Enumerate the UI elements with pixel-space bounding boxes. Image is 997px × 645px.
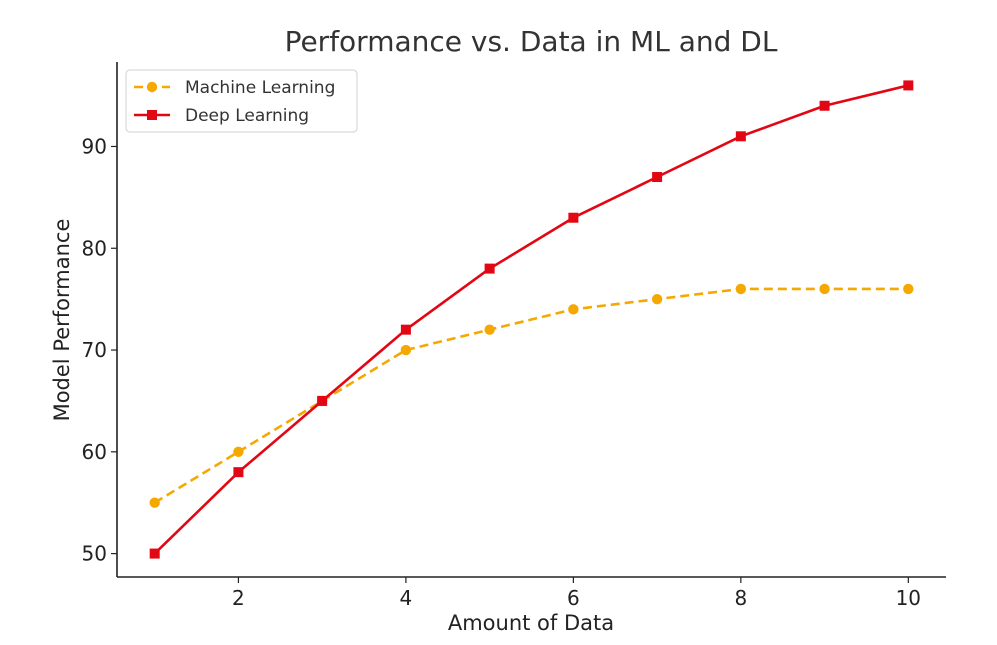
series-line-deep-learning <box>153 84 909 555</box>
chart-title: Performance vs. Data in ML and DL <box>285 25 778 58</box>
data-point-machine-learning <box>735 283 747 295</box>
legend-item-machine-learning: Machine Learning <box>134 78 335 98</box>
data-point-deep-learning <box>400 324 411 335</box>
data-point-machine-learning <box>233 446 244 458</box>
series-deep-learning <box>149 80 914 559</box>
series-machine-learning <box>149 283 914 508</box>
data-point-machine-learning <box>400 344 412 356</box>
data-point-deep-learning <box>903 80 914 91</box>
y-tick-label: 50 <box>82 542 107 566</box>
data-point-machine-learning <box>651 293 663 305</box>
series-layer <box>149 80 914 559</box>
data-point-machine-learning <box>484 324 495 335</box>
data-point-machine-learning <box>819 283 830 295</box>
legend-marker <box>147 110 157 120</box>
legend-marker <box>146 81 158 93</box>
y-axis-label: Model Performance <box>50 219 74 422</box>
data-point-deep-learning <box>484 263 495 274</box>
data-point-deep-learning <box>652 172 663 183</box>
data-point-machine-learning <box>903 283 914 295</box>
series-line-machine-learning <box>154 287 909 504</box>
x-axis-label: Amount of Data <box>448 611 614 635</box>
x-tick-label: 8 <box>734 586 747 610</box>
plot-area: 2 4 6 8 10 50 60 70 80 90 <box>82 62 946 610</box>
x-axis-ticks: 2 4 6 8 10 <box>232 577 921 610</box>
y-tick-label: 90 <box>82 134 107 158</box>
data-point-machine-learning <box>568 304 579 315</box>
data-point-deep-learning <box>149 548 160 559</box>
y-tick-label: 60 <box>82 440 107 464</box>
y-tick-label: 70 <box>82 338 107 362</box>
legend-label: Machine Learning <box>185 78 335 98</box>
data-point-deep-learning <box>735 131 746 142</box>
legend-label: Deep Learning <box>185 106 309 126</box>
data-point-deep-learning <box>317 395 328 406</box>
x-tick-label: 4 <box>400 586 413 610</box>
y-tick-label: 80 <box>82 236 107 260</box>
data-point-deep-learning <box>568 212 579 223</box>
y-axis-ticks: 50 60 70 80 90 <box>82 134 117 566</box>
x-tick-label: 6 <box>567 586 580 610</box>
legend: Machine Learning Deep Learning <box>125 69 358 133</box>
x-tick-label: 2 <box>232 586 245 610</box>
data-point-deep-learning <box>233 467 244 478</box>
legend-items: Machine Learning Deep Learning <box>134 78 335 126</box>
legend-item-deep-learning: Deep Learning <box>134 106 309 126</box>
data-point-machine-learning <box>149 497 160 508</box>
data-point-deep-learning <box>819 100 830 111</box>
legend-box <box>125 69 358 133</box>
x-tick-label: 10 <box>896 586 921 610</box>
